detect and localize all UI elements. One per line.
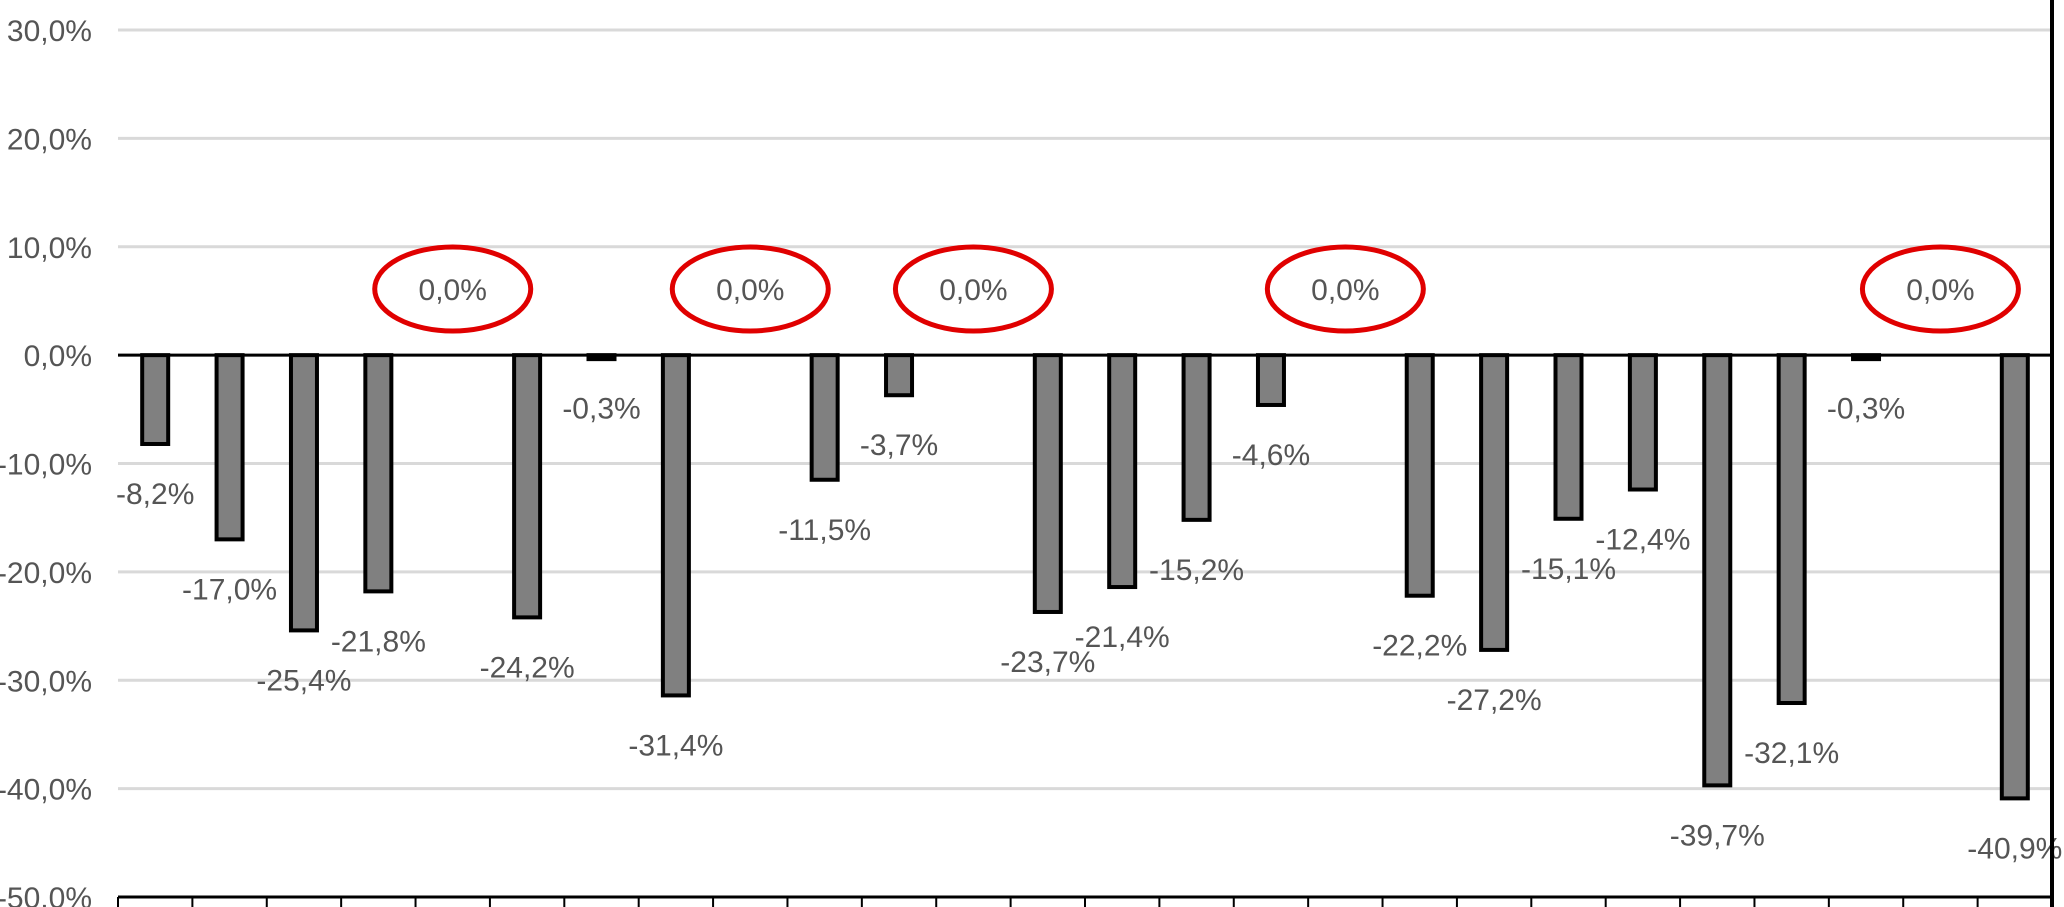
data-label: -17,0% — [182, 573, 277, 606]
y-axis-tick-labels: 30,0% 20,0% 10,0% 0,0% -10,0% -20,0% -30,0% -40… — [0, 15, 92, 907]
y-tick-label: -50,0% — [0, 882, 92, 907]
data-label: -40,9% — [1967, 832, 2062, 865]
y-tick-label: 10,0% — [7, 232, 92, 265]
bar — [1479, 353, 1510, 652]
highlight-ring — [1264, 244, 1426, 334]
data-label: 0,0% — [419, 274, 487, 307]
bar — [1404, 353, 1435, 598]
data-label: -12,4% — [1595, 524, 1690, 557]
y-tick-label: -30,0% — [0, 665, 92, 698]
bar — [1181, 353, 1212, 522]
y-tick-label: 30,0% — [7, 15, 92, 48]
data-label: -21,4% — [1075, 621, 1170, 654]
data-label: 0,0% — [716, 274, 784, 307]
highlight-ring — [669, 244, 831, 334]
bar — [1776, 353, 1807, 706]
y-tick-label: 0,0% — [24, 340, 92, 373]
data-label: -11,5% — [778, 514, 871, 547]
data-label: -22,2% — [1372, 630, 1467, 663]
data-label: -15,2% — [1149, 554, 1244, 587]
data-label: -24,2% — [480, 651, 575, 684]
bar — [1702, 353, 1733, 788]
data-label: 0,0% — [939, 274, 1007, 307]
y-tick-label: -40,0% — [0, 774, 92, 807]
data-label: 0,0% — [1906, 274, 1974, 307]
bar — [512, 353, 543, 620]
data-label: -3,7% — [860, 429, 938, 462]
bar — [1032, 353, 1063, 614]
data-label: -4,6% — [1232, 439, 1310, 472]
bar — [809, 353, 840, 482]
bar — [288, 353, 319, 633]
data-label: -21,8% — [331, 625, 426, 658]
bar — [363, 353, 394, 594]
data-label: -31,4% — [628, 729, 723, 762]
bar — [1627, 353, 1658, 492]
bar — [660, 353, 691, 698]
data-label: -39,7% — [1670, 819, 1765, 852]
highlight-ring — [1859, 244, 2021, 334]
data-label: -32,1% — [1744, 737, 1839, 770]
bar — [1999, 353, 2030, 801]
bar — [1553, 353, 1584, 521]
data-labels: -8,2% -17,0% -25,4% -21,8% 0,0% -24,2% -0,3% -3… — [116, 274, 2062, 865]
data-label: 0,0% — [1311, 274, 1379, 307]
bar — [1255, 353, 1286, 407]
bars — [140, 353, 2030, 801]
bar — [884, 353, 915, 398]
y-tick-label: -10,0% — [0, 449, 92, 482]
highlight-ring — [892, 244, 1054, 334]
data-label: -25,4% — [256, 664, 351, 697]
highlight-ring — [372, 244, 534, 334]
y-tick-label: -20,0% — [0, 557, 92, 590]
bar — [140, 353, 171, 446]
data-label: -0,3% — [1827, 392, 1905, 425]
data-label: -23,7% — [1000, 646, 1095, 679]
highlight-rings — [372, 244, 2021, 334]
data-label: -8,2% — [116, 478, 194, 511]
y-tick-label: 20,0% — [7, 123, 92, 156]
data-label: -0,3% — [562, 392, 640, 425]
data-label: -27,2% — [1447, 684, 1542, 717]
axes — [117, 0, 2054, 907]
bar — [214, 353, 245, 542]
data-label: -15,1% — [1521, 553, 1616, 586]
bar — [1107, 353, 1138, 590]
